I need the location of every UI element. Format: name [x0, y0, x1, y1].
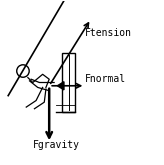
- Text: Fgravity: Fgravity: [33, 140, 80, 150]
- Polygon shape: [57, 82, 64, 90]
- Text: Ftension: Ftension: [85, 28, 132, 38]
- Text: Fnormal: Fnormal: [85, 74, 126, 84]
